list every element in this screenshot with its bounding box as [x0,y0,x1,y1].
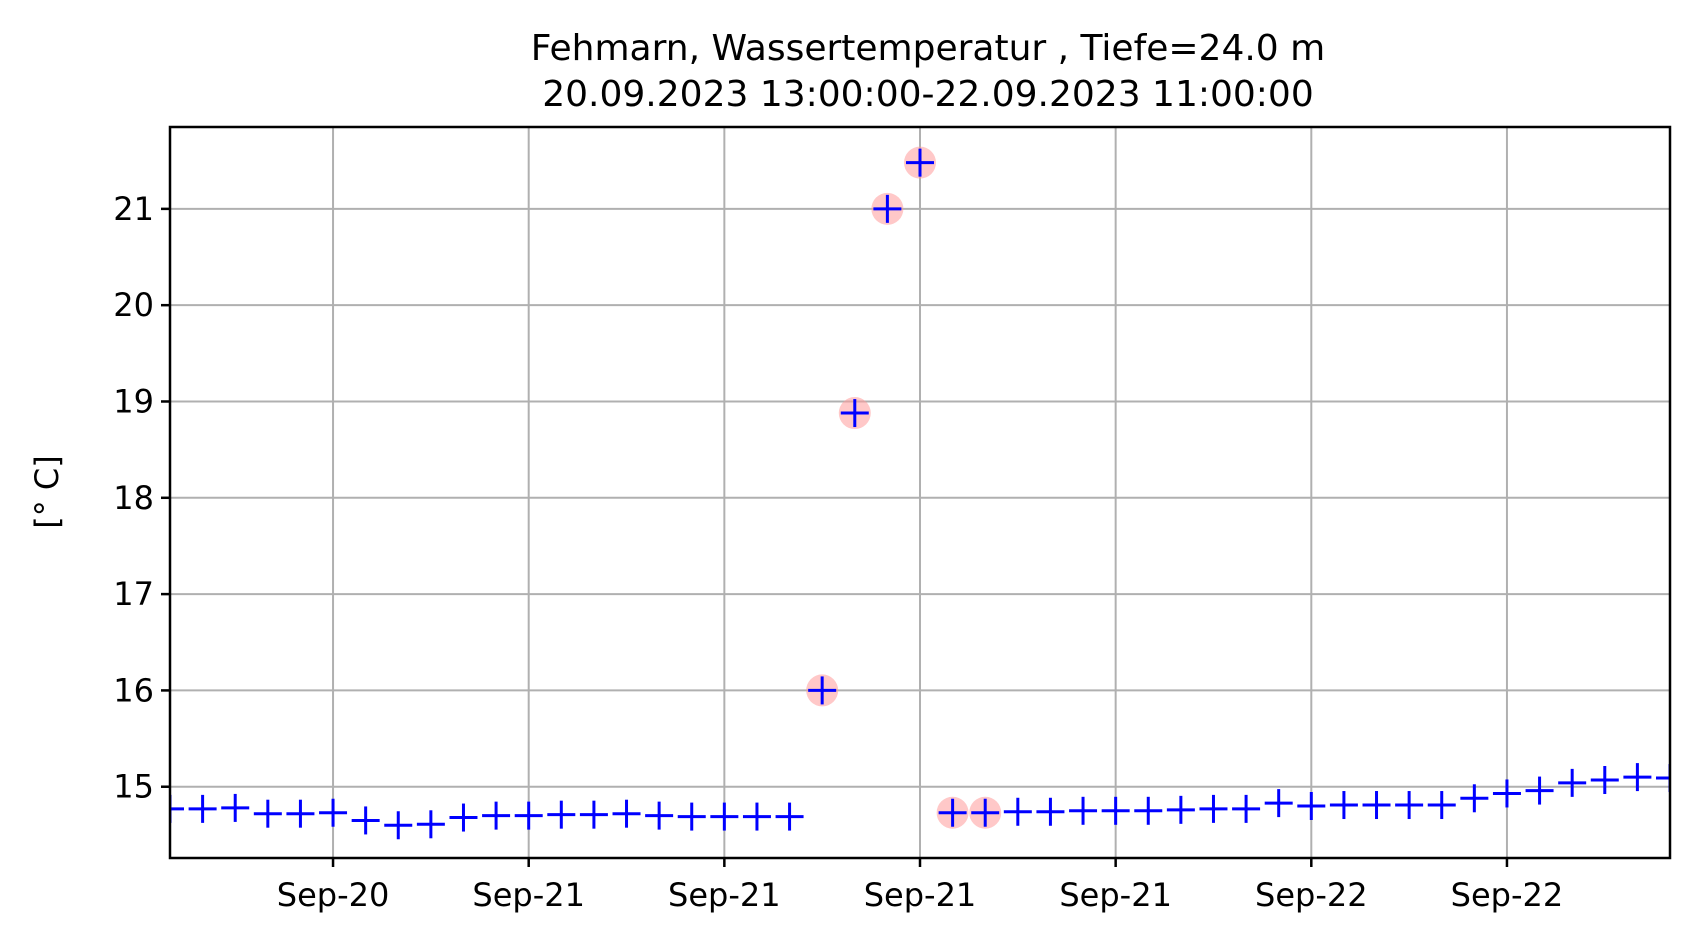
data-point [1134,796,1163,825]
data-point [1101,796,1130,825]
data-point [1525,776,1554,805]
chart-title-line1: Fehmarn, Wassertemperatur , Tiefe=24.0 m [531,28,1325,69]
data-point [1492,779,1521,808]
data-point [1329,791,1358,820]
grid [170,127,1670,858]
data-point [416,810,445,839]
data-point [1199,794,1228,823]
data-point [514,801,543,830]
data-point [449,803,478,832]
data-point [170,794,184,823]
y-axis: 15 16 17 18 19 20 21 [113,190,170,806]
x-tick-label: Sep-20 [277,876,390,914]
x-tick-label: Sep-22 [1451,876,1564,914]
data-point [579,800,608,829]
y-tick-label: 16 [113,671,154,709]
data-point [1590,765,1619,794]
data-point [1003,797,1032,826]
data-point [612,799,641,828]
data-point [1069,796,1098,825]
data-point [1036,797,1065,826]
x-tick-label: Sep-21 [668,876,781,914]
x-tick-label: Sep-21 [864,876,977,914]
data-point [547,800,576,829]
chart-title-line2: 20.09.2023 13:00:00-22.09.2023 11:00:00 [542,74,1314,115]
data-point [775,802,804,831]
y-axis-label: [° C] [28,455,66,528]
data-point [319,798,348,827]
data-point [1558,768,1587,797]
y-tick-label: 18 [113,479,154,517]
y-tick-label: 21 [113,190,154,228]
data-point [873,194,902,223]
x-tick-label: Sep-21 [1059,876,1172,914]
data-point [1656,764,1670,793]
data-point [710,802,739,831]
data-point [742,802,771,831]
data-point [1395,791,1424,820]
data-point [351,806,380,835]
data-point [1427,791,1456,820]
data-point [221,793,250,822]
data-point [1623,763,1652,792]
flagged-points [806,146,1002,829]
x-tick-label: Sep-21 [472,876,585,914]
data-point [253,799,282,828]
data-points [170,148,1670,840]
data-point [286,799,315,828]
data-point [1264,789,1293,818]
data-point [906,148,934,177]
x-axis: Sep-20 Sep-21 Sep-21 Sep-21 Sep-21 Sep-22 Sep-… [277,858,1563,914]
data-point [1362,791,1391,820]
data-point [1460,784,1489,813]
data-point [384,811,413,840]
data-point [938,798,967,827]
y-tick-label: 15 [113,768,154,806]
data-point [482,801,511,830]
data-point [808,676,837,705]
data-point [840,399,869,428]
data-point [645,801,674,830]
data-point [677,802,706,831]
y-tick-label: 20 [113,286,154,324]
data-point [971,798,1000,827]
x-tick-label: Sep-22 [1255,876,1368,914]
data-point [188,794,217,823]
y-tick-label: 19 [113,382,154,420]
y-tick-label: 17 [113,575,154,613]
data-point [1232,794,1261,823]
data-point [1166,795,1195,824]
data-point [1297,791,1326,820]
